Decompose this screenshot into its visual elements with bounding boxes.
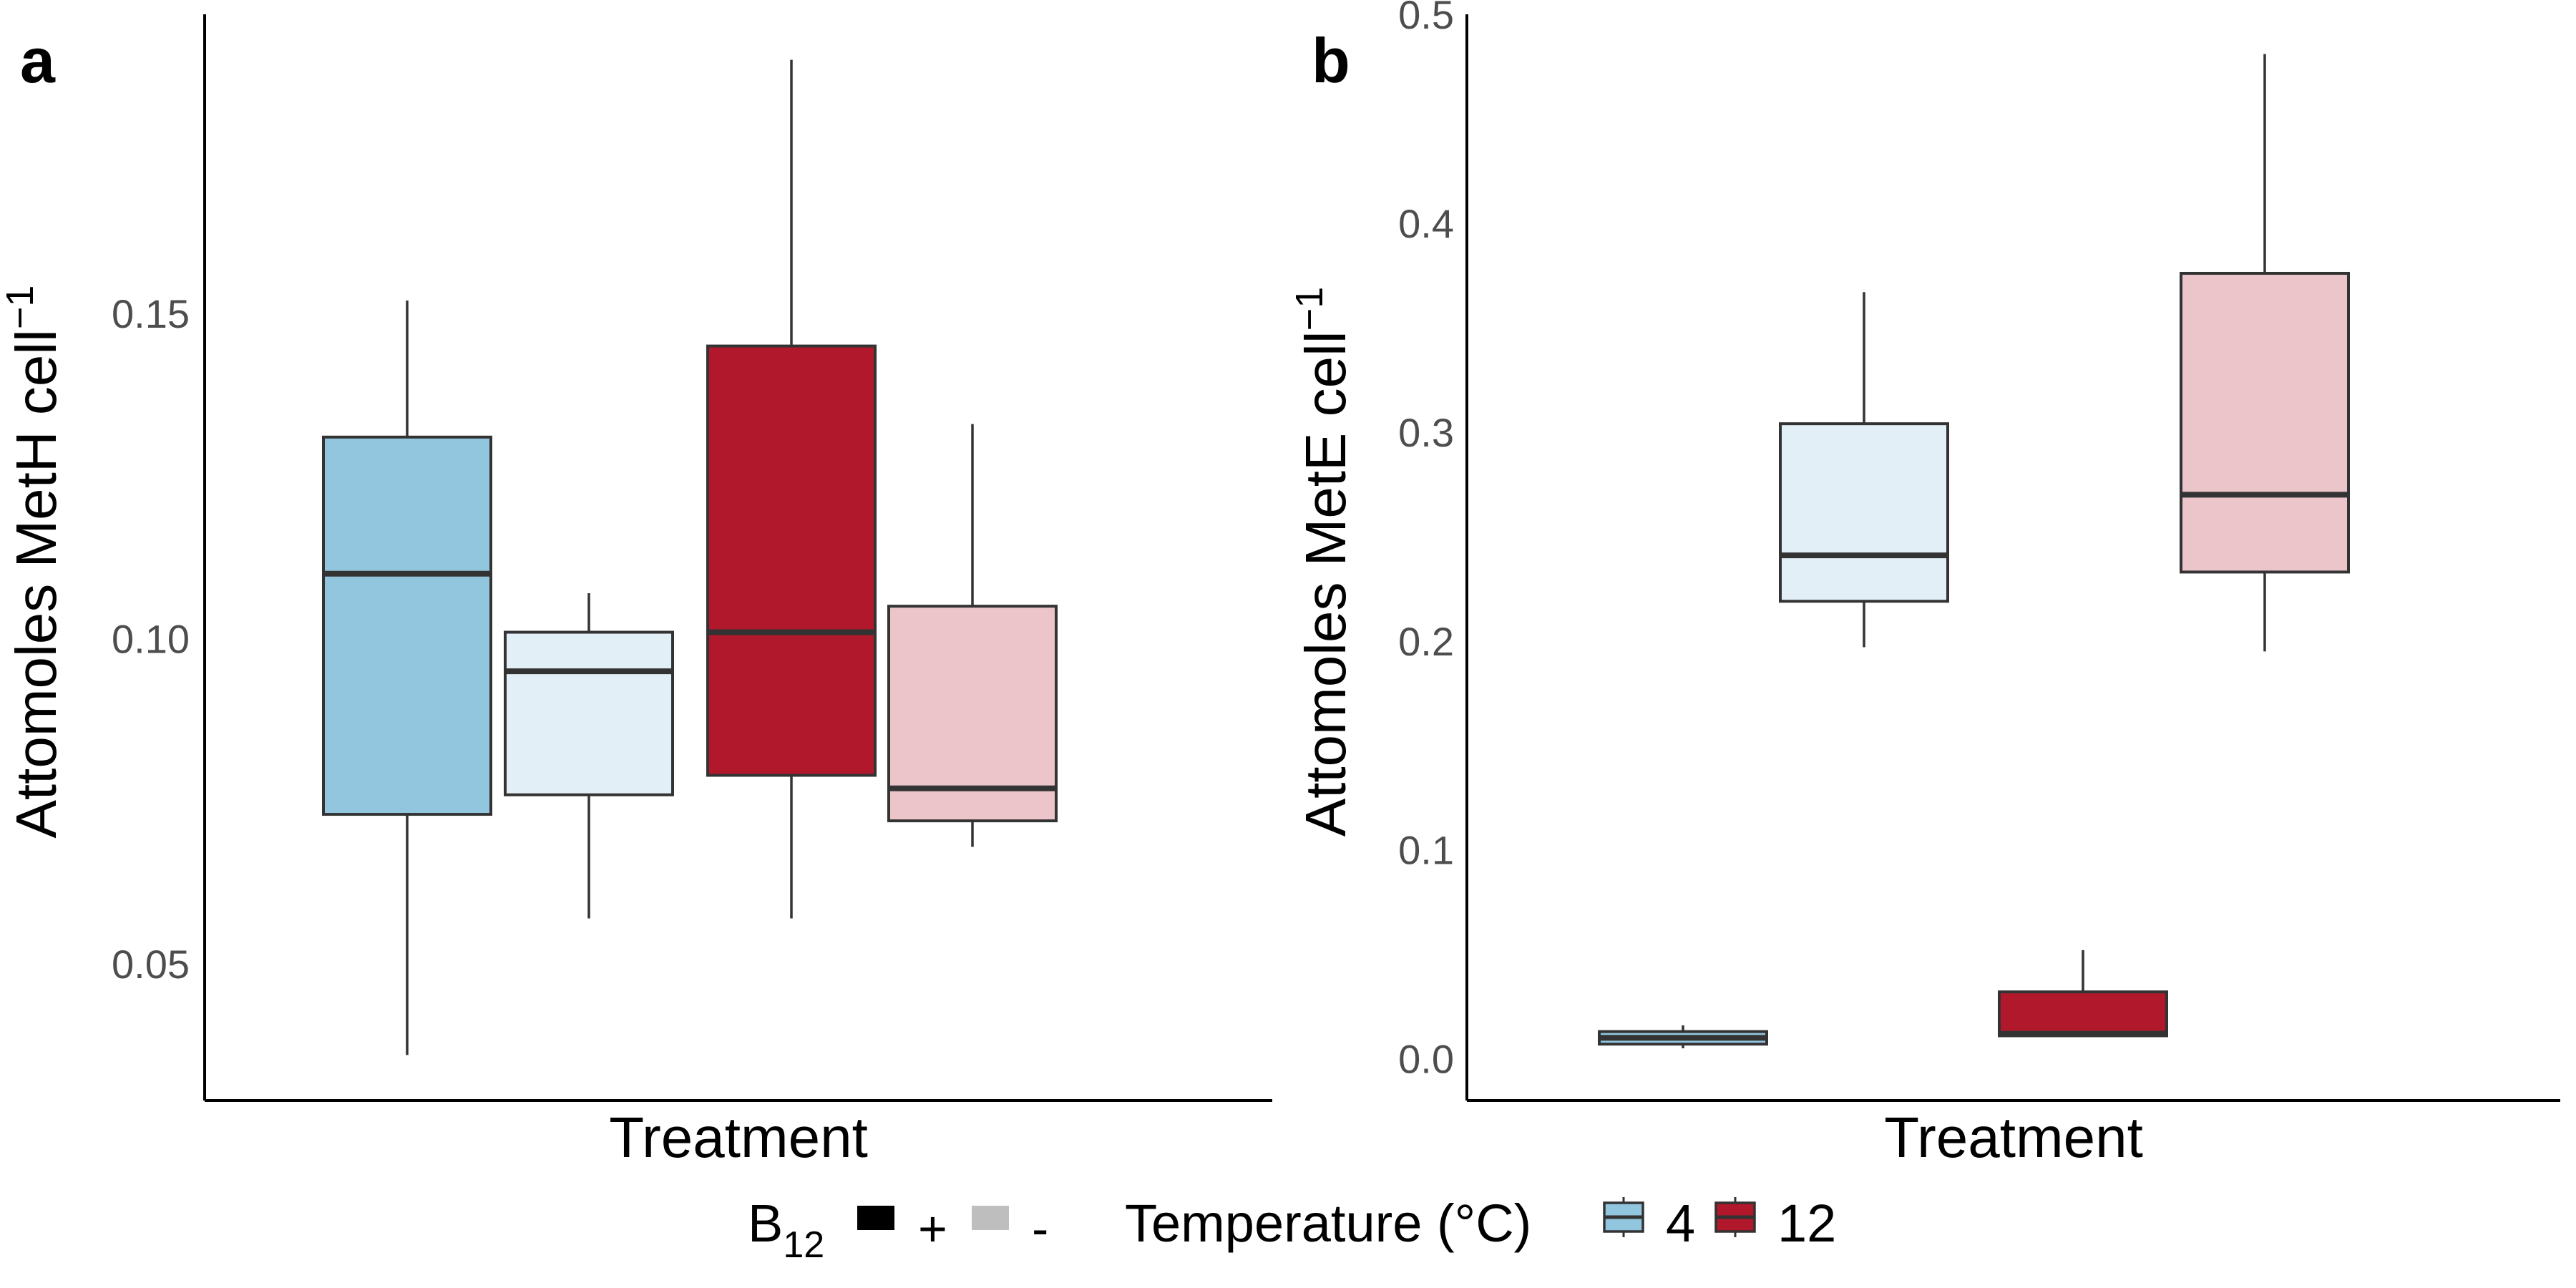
y-tick-label: 0.3 xyxy=(1398,410,1454,455)
legend-b12-label: + xyxy=(918,1201,947,1257)
legend-b12-label: - xyxy=(1032,1201,1048,1257)
y-tick-label: 0.4 xyxy=(1398,201,1454,246)
y-axis-title: Attomoles MetE cell−1 xyxy=(1288,287,1357,837)
legend-b12-subscript: 12 xyxy=(783,1224,824,1266)
box-temp-4-b12-minus xyxy=(1779,292,1949,648)
panel-label: a xyxy=(20,25,56,96)
y-axis-title-superscript: −1 xyxy=(1288,287,1331,331)
legend-b12-title: B12 xyxy=(748,1194,824,1266)
panel-label: b xyxy=(1312,25,1350,96)
box-temp-4-b12-plus xyxy=(1598,1025,1768,1049)
panel-a: 0.05 0.10 0.15 a Attomoles MetH cell−1 Treatm… xyxy=(0,14,1272,1169)
box-iqr xyxy=(322,435,492,816)
legend-temperature-label: 12 xyxy=(1777,1194,1836,1253)
legend-temperature-title: Temperature (°C) xyxy=(1125,1194,1531,1253)
box-iqr xyxy=(706,344,877,777)
y-tick-label: 0.0 xyxy=(1398,1037,1454,1082)
y-tick-label: 0.15 xyxy=(112,291,190,336)
y-axis-title: Attomoles MetH cell−1 xyxy=(0,286,68,839)
legend-temperature-swatch xyxy=(1603,1197,1644,1237)
box-iqr xyxy=(1998,990,2168,1038)
legend: B12 + - Temperature (°C) 4 12 xyxy=(748,1194,1836,1266)
legend-temperature-swatch xyxy=(1714,1197,1756,1237)
box-iqr xyxy=(2180,271,2350,574)
box-temp-4-b12-minus xyxy=(504,592,674,919)
legend-temperature-label: 4 xyxy=(1666,1194,1695,1253)
y-tick-label: 0.05 xyxy=(112,942,190,987)
x-axis-title: Treatment xyxy=(1884,1106,2143,1169)
box-temp-12-b12-minus xyxy=(887,424,1058,847)
box-temp-12-b12-plus xyxy=(706,59,877,919)
panel-b: 0.0 0.1 0.2 0.3 0.4 0.5 b Attomoles MetE cell−1… xyxy=(1288,0,2560,1169)
y-tick-label: 0.1 xyxy=(1398,828,1454,873)
box-iqr xyxy=(887,605,1058,823)
box-temp-12-b12-minus xyxy=(2180,54,2350,652)
y-tick-label: 0.10 xyxy=(112,617,190,662)
box-iqr xyxy=(1779,422,1949,603)
box-temp-12-b12-plus xyxy=(1998,950,2168,1038)
x-axis-title: Treatment xyxy=(609,1106,868,1169)
legend-b12-swatch xyxy=(972,1206,1009,1230)
box-temp-4-b12-plus xyxy=(322,300,492,1055)
box-iqr xyxy=(504,630,674,796)
legend-b12-swatch xyxy=(857,1206,894,1230)
y-axis-title-superscript: −1 xyxy=(0,286,42,330)
y-tick-label: 0.5 xyxy=(1398,0,1454,37)
y-tick-label: 0.2 xyxy=(1398,619,1454,664)
